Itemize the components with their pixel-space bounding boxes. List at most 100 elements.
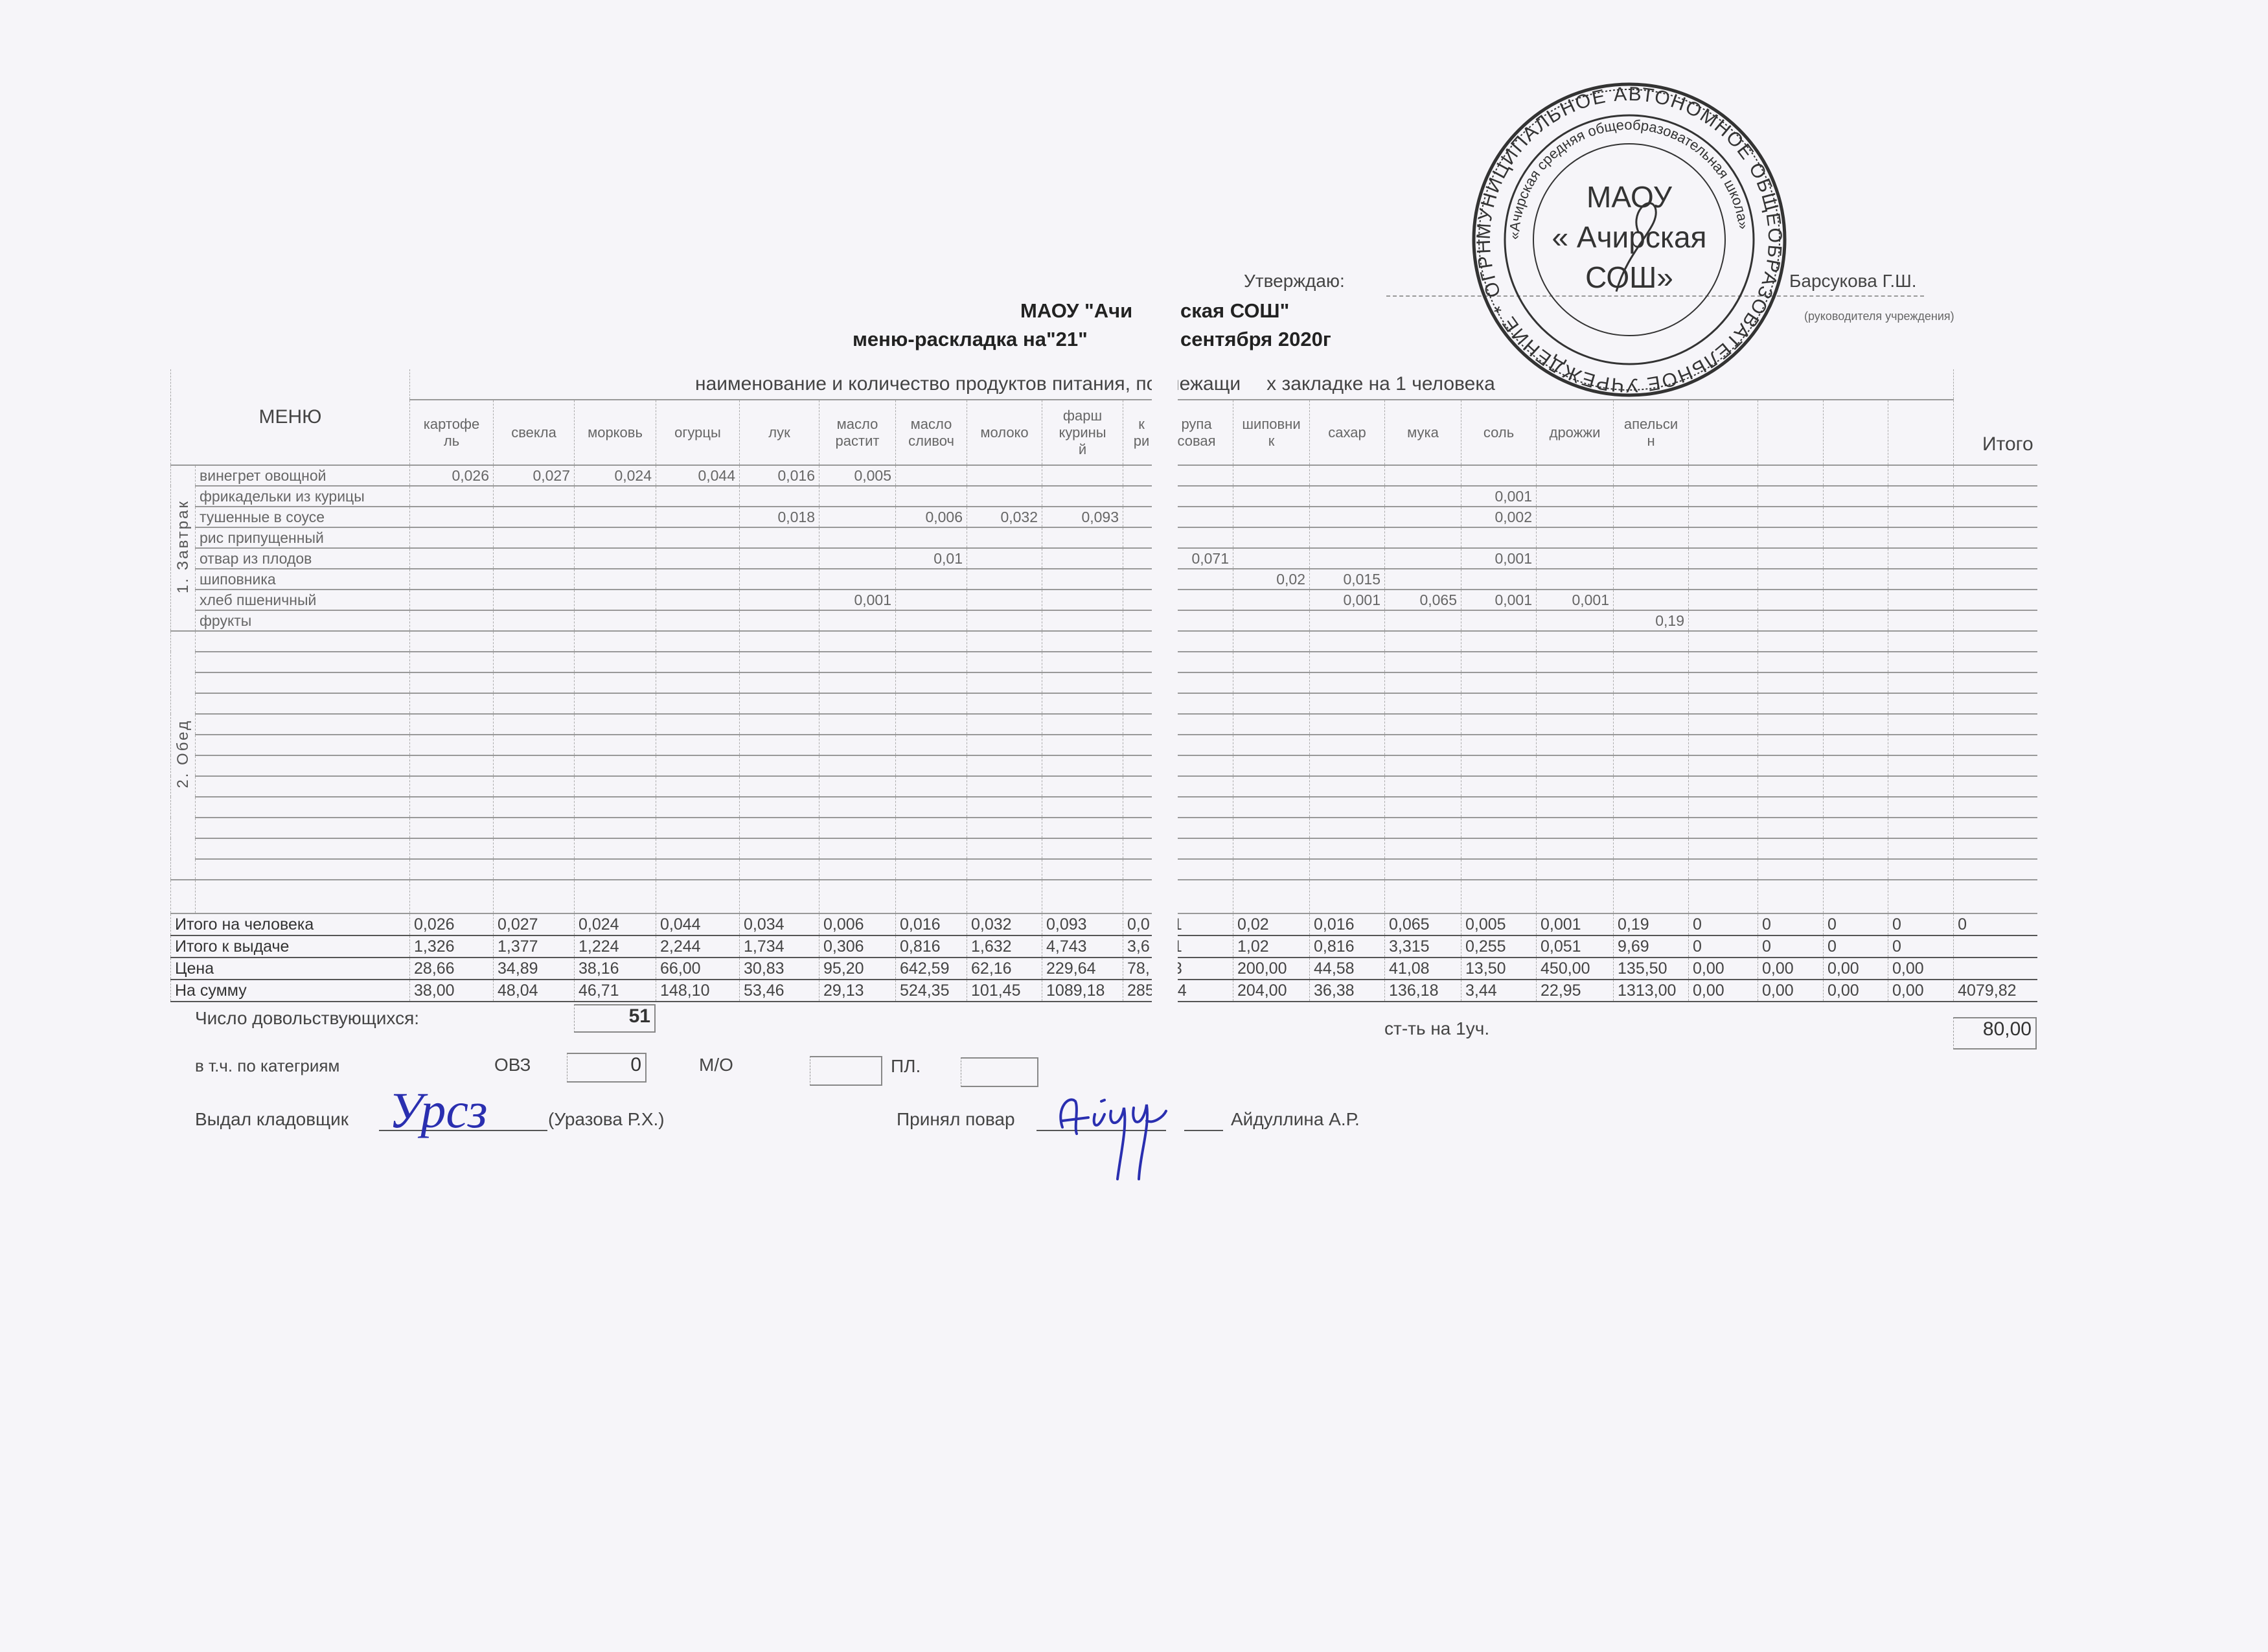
quantity-cell xyxy=(1384,465,1461,487)
quantity-cell xyxy=(1042,610,1123,632)
quantity-cell xyxy=(574,610,656,632)
summary-value: 0,306 xyxy=(819,935,896,958)
quantity-cell xyxy=(895,569,967,590)
quantity-cell xyxy=(1613,693,1689,715)
summary-total xyxy=(1953,935,2037,958)
summary-value: 200,00 xyxy=(1233,958,1310,980)
quantity-cell xyxy=(1042,652,1123,673)
summary-value: 0,016 xyxy=(895,913,967,936)
menu-item-name xyxy=(194,631,410,652)
menu-item-row xyxy=(171,652,2037,673)
summary-value: 0,034 xyxy=(739,913,819,936)
quantity-cell: 0,001 xyxy=(1536,590,1614,611)
quantity-cell xyxy=(1613,859,1689,880)
quantity-cell xyxy=(409,838,494,860)
table-title: наименование и количество продуктов пита… xyxy=(409,369,1954,400)
quantity-cell xyxy=(1309,818,1385,839)
quantity-cell xyxy=(1233,859,1310,880)
quantity-cell xyxy=(1888,818,1954,839)
quantity-cell xyxy=(1384,693,1461,715)
spacer-row xyxy=(170,880,2037,914)
quantity-cell xyxy=(656,735,740,756)
quantity-cell xyxy=(1688,859,1758,880)
quantity-cell xyxy=(656,755,740,777)
summary-value: 62,16 xyxy=(967,958,1042,980)
quantity-cell xyxy=(819,548,896,569)
quantity-cell xyxy=(1536,652,1614,673)
quantity-cell xyxy=(493,797,575,818)
quantity-cell xyxy=(656,652,740,673)
quantity-cell xyxy=(819,755,896,777)
summary-value: 3,44 xyxy=(1461,980,1537,1002)
quantity-cell xyxy=(1688,590,1758,611)
summary-value: 148,10 xyxy=(656,980,740,1002)
quantity-cell xyxy=(1309,838,1385,860)
quantity-cell xyxy=(1823,507,1888,528)
row-total-cell xyxy=(1953,859,2037,880)
quantity-cell xyxy=(967,486,1042,507)
summary-value: 0,027 xyxy=(493,913,575,936)
quantity-cell xyxy=(1758,714,1824,735)
quantity-cell xyxy=(1613,465,1689,487)
quantity-cell xyxy=(967,465,1042,487)
quantity-cell xyxy=(1613,590,1689,611)
quantity-cell xyxy=(1888,569,1954,590)
summary-value: 0,00 xyxy=(1688,958,1758,980)
section-label: 2. Обед xyxy=(174,718,192,788)
column-header: фарш курины й xyxy=(1042,400,1123,466)
section-label: 1. Завтрак xyxy=(174,499,192,593)
quantity-cell xyxy=(1823,590,1888,611)
summary-value: 48,04 xyxy=(493,980,575,1002)
summary-value: 0,093 xyxy=(1042,913,1123,936)
quantity-cell xyxy=(1888,610,1954,632)
column-header: масло растит xyxy=(819,400,896,466)
quantity-cell xyxy=(574,859,656,880)
quantity-cell xyxy=(1823,859,1888,880)
summary-value: 0,00 xyxy=(1823,980,1888,1002)
menu-item-row xyxy=(171,818,2037,839)
quantity-cell xyxy=(1233,838,1310,860)
approval-label: Утверждаю: xyxy=(1244,271,1345,291)
summary-label: Итого к выдаче xyxy=(170,935,410,958)
quantity-cell xyxy=(1888,548,1954,569)
row-total-cell xyxy=(1953,714,2037,735)
quantity-cell xyxy=(1536,859,1614,880)
empty-cell xyxy=(170,880,196,914)
quantity-cell xyxy=(967,527,1042,549)
quantity-cell xyxy=(895,735,967,756)
cost-per-student-box: 80,00 xyxy=(1953,1017,2037,1050)
quantity-cell xyxy=(1384,569,1461,590)
quantity-cell xyxy=(1233,548,1310,569)
quantity-cell xyxy=(1823,735,1888,756)
quantity-cell xyxy=(574,735,656,756)
quantity-cell xyxy=(1384,776,1461,797)
row-total-cell xyxy=(1953,569,2037,590)
quantity-cell xyxy=(895,652,967,673)
summary-value: 0,026 xyxy=(409,913,494,936)
quantity-cell xyxy=(1233,735,1310,756)
quantity-cell xyxy=(409,548,494,569)
quantity-cell xyxy=(1384,818,1461,839)
quantity-cell xyxy=(1758,735,1824,756)
quantity-cell xyxy=(1461,859,1537,880)
quantity-cell xyxy=(895,693,967,715)
summary-row: Цена 28,66 34,89 38,16 66,00 30,83 95,20 642,59… xyxy=(170,958,2037,980)
quantity-cell xyxy=(1758,797,1824,818)
cost-per-student-label: ст-ть на 1уч. xyxy=(1384,1018,1490,1038)
quantity-cell xyxy=(1758,776,1824,797)
quantity-cell xyxy=(819,631,896,652)
summary-row: Итого к выдаче 1,326 1,377 1,224 2,244 1,734 0… xyxy=(170,935,2037,958)
quantity-cell xyxy=(1613,755,1689,777)
quantity-cell xyxy=(1888,714,1954,735)
quantity-cell xyxy=(1888,465,1954,487)
quantity-cell: 0,19 xyxy=(1613,610,1689,632)
quantity-cell xyxy=(967,797,1042,818)
quantity-cell xyxy=(1233,631,1310,652)
quantity-cell xyxy=(739,735,819,756)
categories-label: в т.ч. по категриям xyxy=(195,1056,340,1075)
summary-value: 0,051 xyxy=(1536,935,1614,958)
quantity-cell xyxy=(1823,548,1888,569)
quantity-cell xyxy=(656,693,740,715)
quantity-cell xyxy=(1536,776,1614,797)
empty-cell xyxy=(1536,880,1614,914)
